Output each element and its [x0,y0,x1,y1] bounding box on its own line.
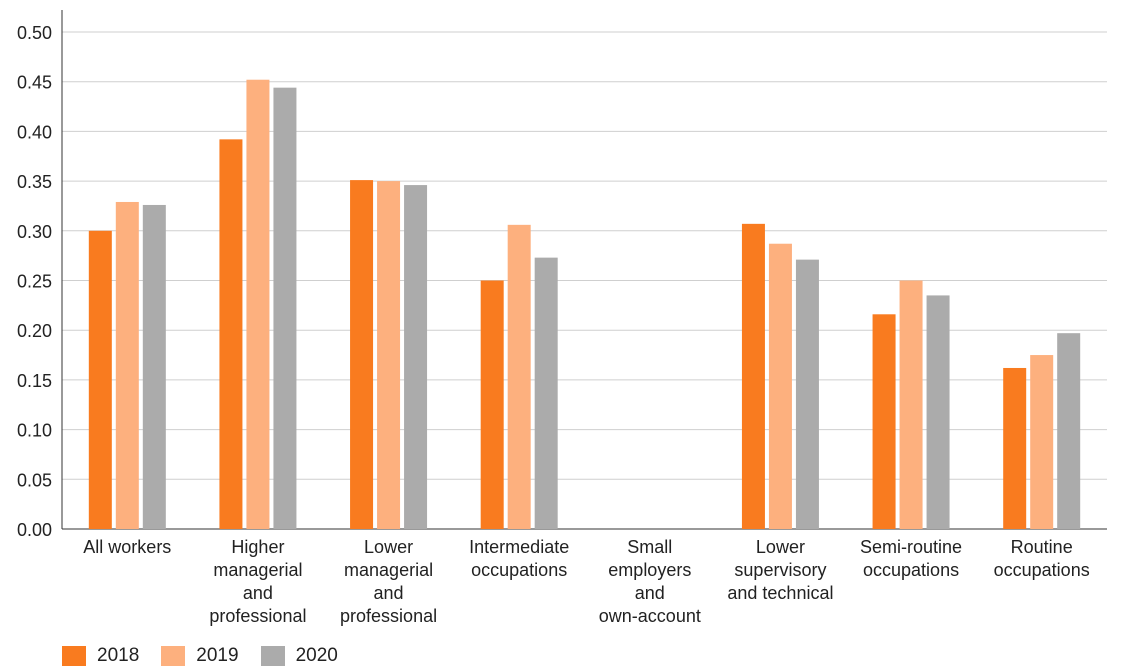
x-tick-label: own-account [599,606,701,626]
bar-2020 [273,88,296,529]
bar-2018 [873,314,896,529]
x-tick-label: professional [209,606,306,626]
x-tick-label: supervisory [734,560,826,580]
y-tick-label: 0.30 [17,222,52,242]
bar-2019 [508,225,531,529]
bar-2018 [742,224,765,529]
y-tick-label: 0.40 [17,122,52,142]
bar-2018 [89,231,112,529]
bar-2020 [927,295,950,529]
bar-2019 [1030,355,1053,529]
legend-label-2018: 2018 [97,645,139,667]
y-tick-label: 0.25 [17,272,52,292]
bar-2018 [481,281,504,530]
y-tick-label: 0.05 [17,470,52,490]
x-tick-label: All workers [83,537,171,557]
x-tick-label: managerial [344,560,433,580]
legend-label-2020: 2020 [296,645,338,667]
legend-swatch-2018 [62,646,86,666]
bar-2020 [404,185,427,529]
y-tick-label: 0.10 [17,421,52,441]
bar-2019 [769,244,792,529]
x-tick-label: employers [608,560,691,580]
x-tick-label: occupations [994,560,1090,580]
bar-2020 [535,258,558,529]
x-tick-label: and [243,583,273,603]
bar-2019 [900,281,923,530]
x-tick-label: and [374,583,404,603]
legend-item-2018: 2018 [62,645,139,667]
x-tick-label: Semi-routine [860,537,962,557]
x-tick-label: professional [340,606,437,626]
y-tick-label: 0.15 [17,371,52,391]
y-tick-label: 0.45 [17,73,52,93]
x-tick-label: Higher [231,537,284,557]
x-tick-label: Small [627,537,672,557]
legend-swatch-2020 [261,646,285,666]
y-tick-label: 0.35 [17,172,52,192]
bar-2020 [143,205,166,529]
legend-item-2019: 2019 [161,645,238,667]
x-tick-label: managerial [213,560,302,580]
x-tick-label: Intermediate [469,537,569,557]
legend-swatch-2019 [161,646,185,666]
x-tick-label: and [635,583,665,603]
bar-2019 [116,202,139,529]
bar-2018 [219,139,242,529]
x-tick-label: and technical [727,583,833,603]
bar-chart: 0.00 0.05 0.10 0.15 0.20 0.25 0.30 0.35 0.40 0.45… [0,0,1121,640]
x-tick-label: occupations [471,560,567,580]
y-tick-label: 0.50 [17,23,52,43]
x-tick-label: Lower [756,537,805,557]
legend-label-2019: 2019 [196,645,238,667]
bar-2019 [377,181,400,529]
legend: 2018 2019 2020 [62,645,360,667]
x-tick-label: Routine [1011,537,1073,557]
y-tick-label: 0.20 [17,321,52,341]
bar-2018 [1003,368,1026,529]
bar-2018 [350,180,373,529]
bar-2020 [796,260,819,529]
bar-2020 [1057,333,1080,529]
y-tick-label: 0.00 [17,520,52,540]
bar-2019 [246,80,269,529]
x-tick-label: Lower [364,537,413,557]
x-tick-label: occupations [863,560,959,580]
legend-item-2020: 2020 [261,645,338,667]
